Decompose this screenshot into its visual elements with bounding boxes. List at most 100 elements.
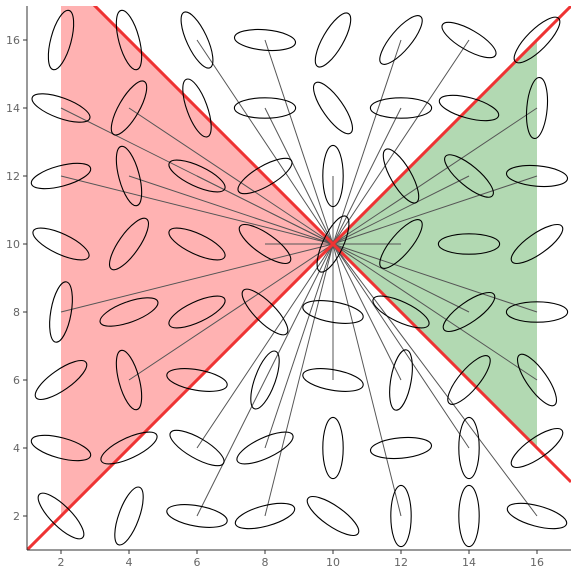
connector-line xyxy=(332,107,538,245)
ellipse-marker xyxy=(506,502,568,530)
connector-line xyxy=(332,243,538,517)
connector-line xyxy=(128,175,334,245)
connector-line xyxy=(264,107,334,245)
shaded-region-left xyxy=(61,6,333,516)
x-tick-label: 14 xyxy=(462,556,476,569)
connector-line xyxy=(332,243,470,313)
ellipse-marker xyxy=(510,224,564,264)
ellipse-marker xyxy=(505,164,569,188)
connector-line xyxy=(332,175,470,245)
connector-line xyxy=(196,175,334,245)
y-tick-label: 2 xyxy=(13,510,20,523)
ellipse-marker xyxy=(47,9,75,71)
y-tick-label: 16 xyxy=(6,34,20,47)
connector-line xyxy=(264,243,334,449)
ellipse-marker xyxy=(302,300,364,324)
connector-line xyxy=(264,39,334,245)
x-tick-label: 6 xyxy=(194,556,201,569)
connector-line xyxy=(332,243,470,449)
ellipse-marker xyxy=(313,81,353,135)
ellipse-marker xyxy=(169,429,225,467)
connector-line xyxy=(128,107,334,245)
ellipse-marker xyxy=(180,11,214,69)
ellipse-markers xyxy=(30,9,569,548)
x-tick-label: 8 xyxy=(262,556,269,569)
x-tick-label: 12 xyxy=(394,556,408,569)
diagonal-line xyxy=(92,6,571,484)
x-tick-label: 16 xyxy=(530,556,544,569)
ellipse-marker xyxy=(250,350,280,410)
ellipse-marker xyxy=(442,292,496,332)
ellipse-marker xyxy=(30,162,92,190)
ellipse-marker xyxy=(168,159,226,193)
connector-line xyxy=(196,39,334,245)
connector-line xyxy=(128,243,334,381)
ellipse-marker xyxy=(458,484,480,548)
connector-line xyxy=(332,243,538,313)
connector-line xyxy=(60,243,334,313)
ellipse-marker xyxy=(505,301,569,323)
ellipse-marker xyxy=(444,154,494,198)
x-tick-label: 10 xyxy=(326,556,340,569)
ellipse-marker xyxy=(168,295,226,329)
ellipse-marker xyxy=(237,157,293,195)
connector-line xyxy=(332,175,538,245)
ellipse-marker xyxy=(109,217,149,271)
ellipse-marker xyxy=(379,15,423,65)
ellipse-marker xyxy=(390,484,412,548)
y-tick-label: 4 xyxy=(13,442,20,455)
ellipse-marker xyxy=(306,496,360,536)
ellipse-marker xyxy=(438,94,500,122)
ellipse-marker xyxy=(389,349,413,411)
ellipse-marker xyxy=(31,93,91,123)
ellipse-marker xyxy=(510,428,564,468)
ellipse-marker xyxy=(233,97,297,119)
x-tick-label: 2 xyxy=(58,556,65,569)
ellipse-marker xyxy=(316,215,350,273)
ellipse-marker xyxy=(238,224,292,264)
ellipse-marker xyxy=(114,486,144,546)
connector-line xyxy=(196,243,334,517)
ellipse-marker xyxy=(382,148,420,204)
ellipse-marker xyxy=(441,21,497,59)
connector-lines xyxy=(60,39,538,517)
y-tick-label: 12 xyxy=(6,170,20,183)
diagonal-line xyxy=(27,6,571,550)
connector-line xyxy=(60,175,334,245)
ellipse-marker xyxy=(32,227,90,261)
connector-line xyxy=(332,39,402,245)
connector-line xyxy=(332,243,538,381)
ellipse-marker xyxy=(34,360,88,400)
ellipse-marker xyxy=(49,281,73,343)
ellipse-marker xyxy=(322,144,344,208)
connector-line xyxy=(332,107,402,245)
ellipse-marker xyxy=(37,492,85,540)
diagonal-lines xyxy=(27,6,571,550)
ellipse-marker xyxy=(115,145,143,207)
ellipse-marker xyxy=(513,16,561,64)
connector-line xyxy=(332,243,402,381)
ellipse-marker xyxy=(314,12,352,68)
ellipse-marker xyxy=(236,431,294,465)
ellipse-marker xyxy=(447,355,491,405)
ellipse-marker xyxy=(525,76,549,140)
ellipse-marker xyxy=(110,80,148,136)
axes xyxy=(26,6,571,551)
ellipse-marker xyxy=(458,416,480,480)
ellipse-marker xyxy=(182,78,212,138)
ellipse-marker xyxy=(100,431,158,465)
ellipse-marker xyxy=(234,502,296,530)
ellipse-marker xyxy=(369,436,433,460)
ellipse-marker xyxy=(437,233,501,255)
ellipse-marker xyxy=(241,288,289,336)
ellipse-marker xyxy=(115,9,143,71)
ellipse-marker xyxy=(379,219,423,269)
connector-line xyxy=(264,243,334,517)
connector-line xyxy=(196,243,334,449)
tick-labels: 2 4 6 8 10 12 14 16 2 4 6 8 10 12 14 16 xyxy=(6,34,544,569)
y-tick-label: 14 xyxy=(6,102,20,115)
y-tick-label: 6 xyxy=(13,374,20,387)
ellipse-marker xyxy=(233,28,297,52)
ellipse-marker xyxy=(168,227,226,261)
